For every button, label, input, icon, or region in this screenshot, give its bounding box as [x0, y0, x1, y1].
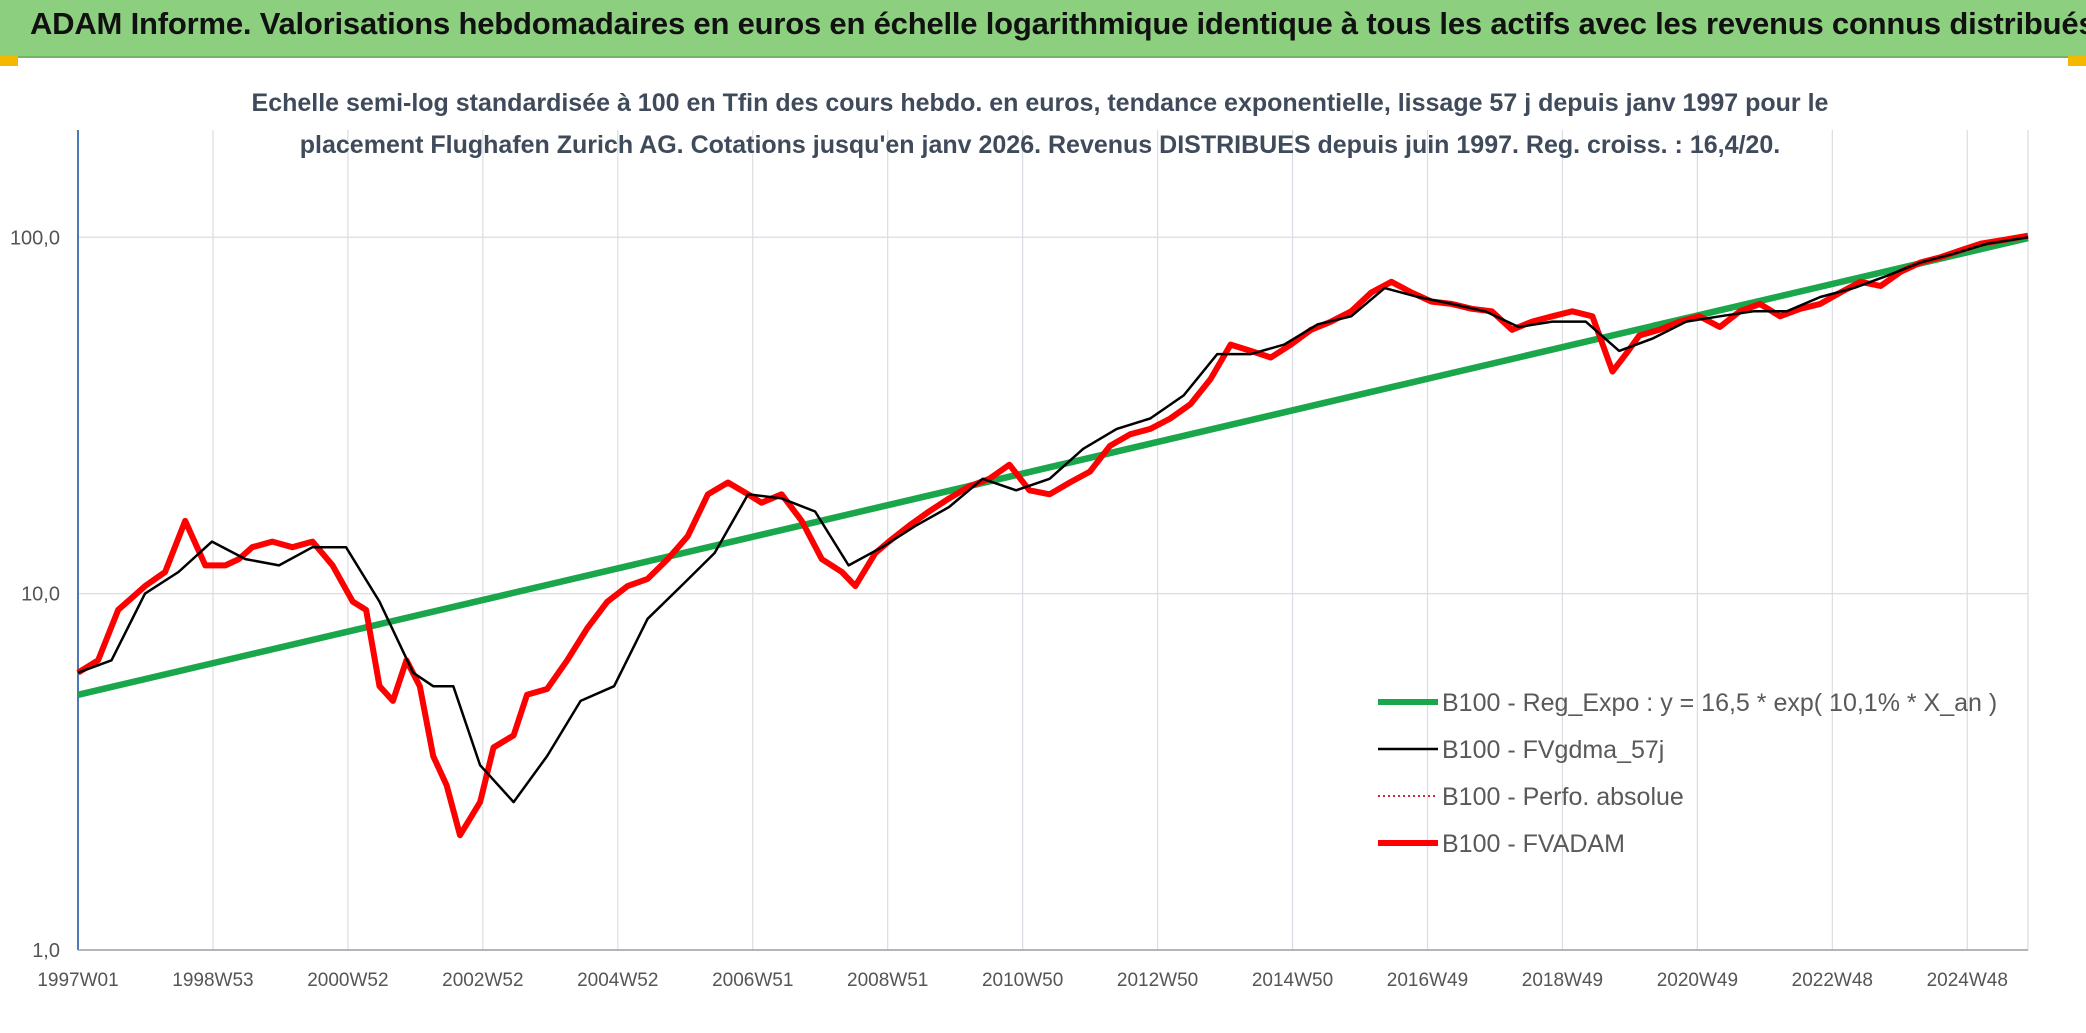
x-tick-label: 2024W48: [1927, 970, 2008, 991]
x-tick-label: 2000W52: [307, 970, 388, 991]
x-tick-label: 2016W49: [1387, 970, 1468, 991]
corner-marker-left: [0, 56, 18, 66]
subtitle-line-1: Echelle semi-log standardisée à 100 en T…: [252, 89, 1829, 117]
series-line-1: [77, 236, 2029, 804]
series-line-0: [77, 234, 2029, 698]
report-banner: ADAM Informe. Valorisations hebdomadaire…: [0, 0, 2086, 58]
subtitle-line-2: placement Flughafen Zurich AG. Cotations…: [300, 131, 1780, 159]
x-tick-label: 2022W48: [1792, 970, 1873, 991]
x-tick-label: 2020W49: [1657, 970, 1738, 991]
report-title: ADAM Informe. Valorisations hebdomadaire…: [30, 6, 2086, 41]
chart-subtitle: Echelle semi-log standardisée à 100 en T…: [252, 89, 1829, 159]
x-tick-label: 2018W49: [1522, 970, 1603, 991]
series-lines: [76, 232, 2029, 839]
x-tick-label: 2004W52: [577, 970, 658, 991]
corner-marker-right: [2068, 56, 2086, 66]
x-tick-label: 2002W52: [442, 970, 523, 991]
x-tick-label: 2006W51: [712, 970, 793, 991]
x-tick-label: 2010W50: [982, 970, 1063, 991]
x-tick-label: 1997W01: [37, 970, 118, 991]
x-tick-label: 2008W51: [847, 970, 928, 991]
legend-label-3: B100 - FVADAM: [1442, 830, 1625, 858]
chart-legend: B100 - Reg_Expo : y = 16,5 * exp( 10,1% …: [1378, 689, 1997, 858]
x-tick-label: 2012W50: [1117, 970, 1198, 991]
legend-label-0: B100 - Reg_Expo : y = 16,5 * exp( 10,1% …: [1442, 689, 1997, 717]
series-line-3: [76, 232, 2029, 839]
legend-label-1: B100 - FVgdma_57j: [1442, 736, 1664, 764]
axes: 1997W01 1998W53 2000W52 2002W52 2004W52 2006W…: [10, 130, 2028, 991]
legend-label-2: B100 - Perfo. absolue: [1442, 783, 1684, 811]
y-tick-label: 1,0: [32, 940, 60, 962]
grid-lines: [77, 130, 2029, 951]
x-tick-label: 1998W53: [172, 970, 253, 991]
y-tick-label: 10,0: [21, 584, 60, 606]
y-tick-label: 100,0: [10, 227, 60, 249]
x-tick-label: 2014W50: [1252, 970, 1333, 991]
